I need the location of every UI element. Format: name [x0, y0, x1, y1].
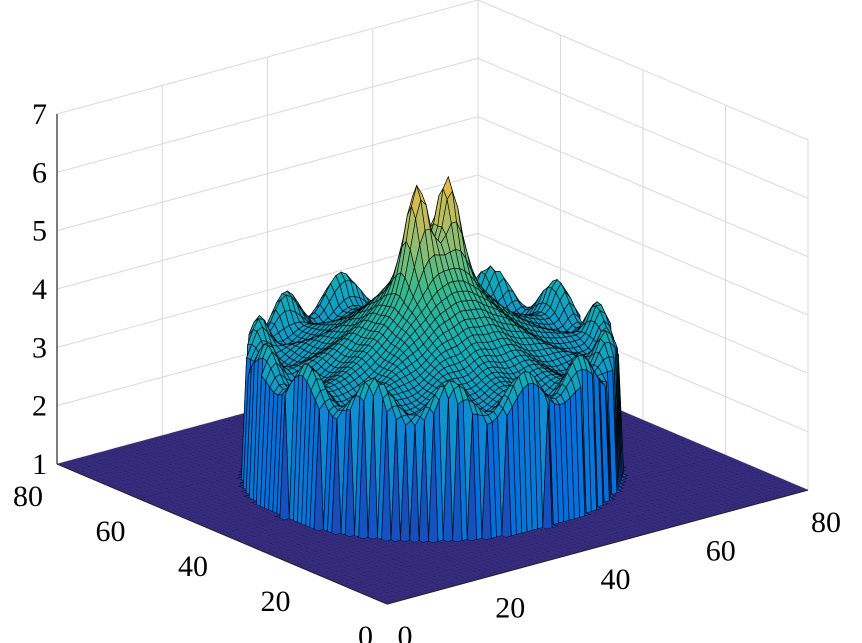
z-gridline — [56, 0, 809, 141]
z-gridline — [56, 57, 809, 199]
surface-mesh — [56, 175, 809, 605]
